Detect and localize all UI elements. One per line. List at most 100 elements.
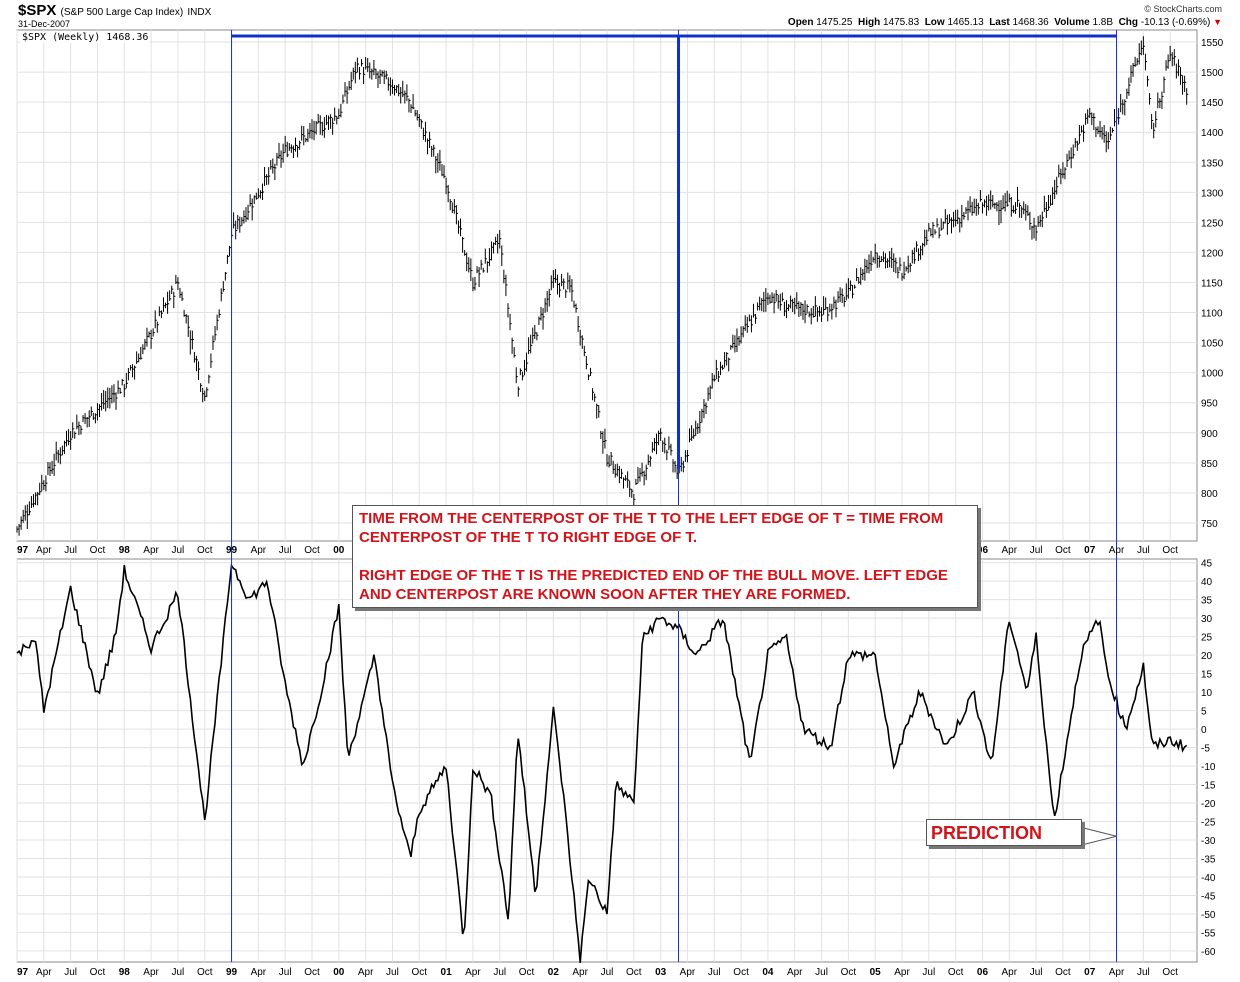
oscillator-y-tick-label: -55 <box>1201 928 1216 939</box>
price-y-tick-label: 1100 <box>1201 309 1223 320</box>
oscillator-x-tick-label: 98 <box>119 967 131 978</box>
oscillator-x-tick-label: Jul <box>601 967 614 978</box>
oscillator-x-tick-label: 97 <box>17 967 29 978</box>
price-x-tick-label: Oct <box>1055 545 1071 556</box>
oscillator-x-tick-label: Jul <box>493 967 506 978</box>
oscillator-x-tick-label: Jul <box>708 967 721 978</box>
price-x-tick-label: Jul <box>64 545 77 556</box>
oscillator-x-tick-label: Oct <box>519 967 535 978</box>
oscillator-x-tick-label: Jul <box>1137 967 1150 978</box>
price-x-tick-label: 06 <box>977 545 989 556</box>
price-y-tick-label: 1500 <box>1201 68 1224 79</box>
oscillator-x-tick-label: Jul <box>64 967 77 978</box>
oscillator-x-tick-label: Oct <box>733 967 749 978</box>
oscillator-x-tick-label: Oct <box>841 967 857 978</box>
oscillator-x-tick-label: 04 <box>762 967 774 978</box>
oscillator-x-tick-label: Apr <box>1001 967 1017 978</box>
price-x-tick-label: 99 <box>226 545 238 556</box>
oscillator-y-tick-label: 30 <box>1201 614 1213 625</box>
credit: © StockCharts.com <box>1144 4 1222 14</box>
oscillator-x-tick-label: Apr <box>1109 967 1125 978</box>
symbol-title: $SPX (S&P 500 Large Cap Index) INDX <box>18 2 211 19</box>
price-x-tick-label: 97 <box>17 545 29 556</box>
oscillator-y-tick-label: 15 <box>1201 670 1213 681</box>
oscillator-x-tick-label: 03 <box>655 967 667 978</box>
volume-value: 1.8B <box>1092 17 1114 28</box>
chg-value: -10.13 (-0.69%) <box>1140 17 1211 28</box>
oscillator-y-tick-label: -10 <box>1201 762 1216 773</box>
price-x-tick-label: Apr <box>1001 545 1017 556</box>
t-explanation-note: TIME FROM THE CENTERPOST OF THE T TO THE… <box>352 505 978 608</box>
price-x-tick-label: 00 <box>333 545 345 556</box>
oscillator-x-tick-label: 00 <box>333 967 345 978</box>
oscillator-x-tick-label: Apr <box>465 967 481 978</box>
price-x-tick-label: Jul <box>1030 545 1043 556</box>
price-y-tick-label: 1350 <box>1201 158 1224 169</box>
price-y-tick-label: 1150 <box>1201 278 1223 289</box>
price-y-tick-label: 1300 <box>1201 188 1224 199</box>
oscillator-x-tick-label: Jul <box>386 967 399 978</box>
oscillator-x-tick-label: Apr <box>787 967 803 978</box>
price-y-tick-label: 800 <box>1201 489 1218 500</box>
oscillator-x-tick-label: Jul <box>815 967 828 978</box>
price-y-tick-label: 1250 <box>1201 218 1224 229</box>
high-value: 1475.83 <box>882 17 920 28</box>
oscillator-y-tick-label: -5 <box>1201 744 1210 755</box>
price-y-tick-label: 850 <box>1201 459 1218 470</box>
oscillator-x-tick-label: Jul <box>1030 967 1043 978</box>
price-y-tick-label: 1450 <box>1201 98 1224 109</box>
oscillator-x-tick-label: Jul <box>279 967 292 978</box>
open-label: Open <box>787 17 814 28</box>
oscillator-x-tick-label: 01 <box>441 967 453 978</box>
oscillator-x-tick-label: Oct <box>411 967 427 978</box>
oscillator-y-tick-label: -25 <box>1201 818 1216 829</box>
oscillator-y-tick-label: -60 <box>1201 947 1216 958</box>
t-note-line-1: TIME FROM THE CENTERPOST OF THE T TO THE… <box>359 510 944 546</box>
oscillator-x-tick-label: 06 <box>977 967 989 978</box>
price-y-tick-label: 1400 <box>1201 128 1224 139</box>
open-value: 1475.25 <box>816 17 853 28</box>
oscillator-y-ticks: 45 40 35 30 25 20 15 10 5 0 -5 -10 -15 -20 -25 -30 -35 -4… <box>1201 559 1216 958</box>
oscillator-x-tick-label: Jul <box>172 967 185 978</box>
oscillator-y-tick-label: -50 <box>1201 910 1216 921</box>
oscillator-y-tick-label: 0 <box>1201 725 1207 736</box>
price-x-tick-label: Apr <box>1109 545 1125 556</box>
oscillator-x-tick-label: Oct <box>1055 967 1071 978</box>
price-y-tick-label: 750 <box>1201 519 1218 530</box>
oscillator-x-tick-label: Jul <box>922 967 935 978</box>
price-x-tick-label: Jul <box>172 545 185 556</box>
oscillator-x-tick-label: Oct <box>948 967 964 978</box>
oscillator-x-tick-label: Oct <box>197 967 213 978</box>
oscillator-y-tick-label: 25 <box>1201 633 1213 644</box>
price-x-tick-label: Apr <box>251 545 267 556</box>
oscillator-x-tick-label: Oct <box>304 967 320 978</box>
symbol-name: (S&P 500 Large Cap Index) <box>60 7 184 18</box>
t-note-line-2: RIGHT EDGE OF THE T IS THE PREDICTED END… <box>359 567 948 603</box>
oscillator-x-tick-label: Apr <box>572 967 588 978</box>
oscillator-x-tick-label: 05 <box>870 967 882 978</box>
symbol: $SPX <box>18 2 57 19</box>
oscillator-x-tick-label: Oct <box>1162 967 1178 978</box>
oscillator-y-tick-label: -35 <box>1201 854 1216 865</box>
chg-label: Chg <box>1118 17 1139 28</box>
oscillator-x-tick-label: 99 <box>226 967 238 978</box>
price-y-ticks: 750 800 850 900 950 1000 1050 1100 1150 1200 1250 1… <box>1201 38 1224 530</box>
exchange: INDX <box>187 7 212 18</box>
oscillator-x-tick-label: 07 <box>1084 967 1096 978</box>
price-x-tick-label: Oct <box>1162 545 1178 556</box>
quote-bar: Open 1475.25 High 1475.83 Low 1465.13 La… <box>788 17 1222 28</box>
chart-date: 31-Dec-2007 <box>18 19 71 29</box>
oscillator-y-tick-label: -45 <box>1201 891 1216 902</box>
price-y-tick-label: 1000 <box>1201 369 1224 380</box>
oscillator-x-tick-label: Oct <box>626 967 642 978</box>
oscillator-y-tick-label: 20 <box>1201 651 1213 662</box>
price-y-tick-label: 900 <box>1201 429 1218 440</box>
last-value: 1468.36 <box>1012 17 1049 28</box>
t-marker <box>231 30 1118 962</box>
oscillator-y-tick-label: 40 <box>1201 577 1213 588</box>
oscillator-x-ticks: 97 Apr Jul Oct 98 Apr Jul Oct 99 Apr Jul Oct 00 Apr Ju… <box>17 967 1178 978</box>
oscillator-x-tick-label: Apr <box>894 967 910 978</box>
oscillator-x-tick-label: Apr <box>680 967 696 978</box>
price-x-tick-label: 07 <box>1084 545 1096 556</box>
